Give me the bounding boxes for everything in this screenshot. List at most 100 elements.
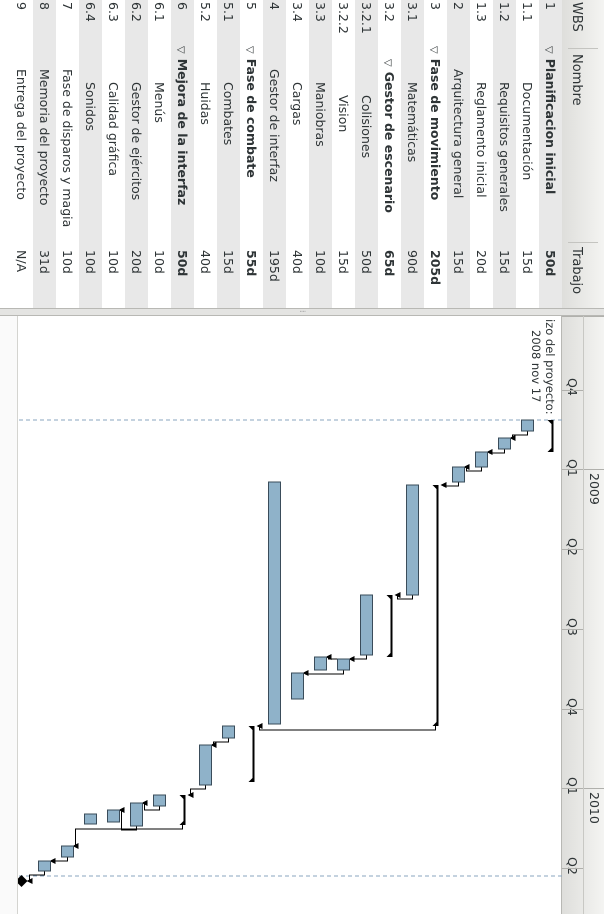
task-wbs: 8 [37,2,52,10]
task-row[interactable]: 3.2 ▽ Gestor de escenario 65d [378,0,401,308]
task-name: Matemáticas [405,82,420,163]
task-bar[interactable] [406,484,419,596]
task-name-cell[interactable]: Reglamento inicial [470,82,493,198]
task-bar[interactable] [153,794,166,807]
task-name-cell[interactable]: Cargas [286,82,309,125]
gantt-chart: 2009 2010 Q4 Q1 Q2 Q3 Q4 Q1 Q2 [0,316,604,914]
milestone-marker[interactable] [15,875,28,887]
task-name-cell[interactable]: Memoria del proyecto [33,69,56,206]
task-name-cell[interactable]: Vision [332,95,355,132]
task-row[interactable]: 5.1 Combates 15d [217,0,240,308]
task-name-cell[interactable]: ▽ Mejora de la interfaz [171,46,194,205]
task-row[interactable]: 1.2 Requisitos generales 15d [493,0,516,308]
task-name: Planificacion inicial [543,58,558,195]
column-divider[interactable] [568,242,598,243]
task-name-cell[interactable]: Menús [148,82,171,123]
task-row[interactable]: 9 Entrega del proyecto N/A [10,0,33,308]
task-wbs: 1.3 [474,2,489,22]
task-row[interactable]: 2 Arquitectura general 15d [447,0,470,308]
task-name-cell[interactable]: ▽ Fase de combate [240,46,263,178]
pane-splitter[interactable]: ⁞ [0,308,604,316]
task-bar[interactable] [475,451,488,468]
summary-bar[interactable] [386,595,393,657]
task-wbs: 6.2 [129,2,144,22]
task-name-cell[interactable]: Documentación [516,82,539,180]
task-name-cell[interactable]: Calidad gráfica [102,82,125,176]
task-name-cell[interactable]: Arquitectura general [447,69,470,198]
task-name-cell[interactable]: Gestor de interfaz [263,69,286,182]
task-row[interactable]: 5.2 Huidas 40d [194,0,217,308]
task-name-cell[interactable]: Fase de disparos y magia [56,69,79,227]
task-row[interactable]: 3.2.1 Colisiones 50d [355,0,378,308]
column-divider[interactable] [568,48,598,49]
task-row[interactable]: 6 ▽ Mejora de la interfaz 50d [171,0,194,308]
task-wbs: 7 [60,2,75,10]
task-bar[interactable] [130,802,143,827]
task-row[interactable]: 6.1 Menús 10d [148,0,171,308]
task-name-cell[interactable]: Huidas [194,82,217,125]
column-header-wbs[interactable]: WBS [569,2,584,32]
summary-bar[interactable] [432,485,439,726]
task-bar[interactable] [452,466,465,483]
summary-bar[interactable] [179,795,186,825]
horizontal-scrollbar[interactable] [0,316,18,914]
task-bar[interactable] [107,809,120,823]
task-bar[interactable] [268,481,281,725]
task-name-cell[interactable]: Matemáticas [401,82,424,162]
task-bar[interactable] [38,860,51,872]
summary-bar[interactable] [547,420,554,452]
task-name-cell[interactable]: Requisitos generales [493,82,516,212]
task-row[interactable]: 4 Gestor de interfaz 195d [263,0,286,308]
task-work: 50d [175,250,190,277]
task-bar[interactable] [360,594,373,656]
task-name-cell[interactable]: Colisiones [355,95,378,158]
task-row[interactable]: 5 ▽ Fase de combate 55d [240,0,263,308]
task-row[interactable]: 6.3 Calidad gráfica 10d [102,0,125,308]
task-row[interactable]: 3.2.2 Vision 15d [332,0,355,308]
task-bar[interactable] [521,419,534,432]
task-row[interactable]: 3.1 Matemáticas 90d [401,0,424,308]
expander-icon[interactable]: ▽ [382,59,393,67]
task-work: 20d [474,250,489,274]
task-row[interactable]: 3 ▽ Fase de movimiento 205d [424,0,447,308]
task-bar[interactable] [61,845,74,858]
task-row[interactable]: 6.2 Gestor de ejércitos 20d [125,0,148,308]
dependency-arrow [394,592,413,600]
dependency-arrow [187,785,206,798]
summary-bar[interactable] [248,726,255,782]
task-name-cell[interactable]: Maniobras [309,82,332,147]
task-row[interactable]: 8 Memoria del proyecto 31d [33,0,56,308]
task-name-cell[interactable]: Gestor de ejércitos [125,82,148,200]
task-name-cell[interactable]: Sonidos [79,82,102,131]
task-bar[interactable] [84,813,97,825]
task-bar[interactable] [337,658,350,671]
task-bar[interactable] [222,725,235,739]
task-bar[interactable] [314,656,327,671]
column-header-name[interactable]: Nombre [569,54,584,106]
expander-icon[interactable]: ▽ [428,46,439,54]
task-bar[interactable] [498,437,511,450]
task-work: 50d [543,250,558,277]
task-name-cell[interactable]: ▽ Gestor de escenario [378,59,401,213]
expander-icon[interactable]: ▽ [175,46,186,54]
task-row[interactable]: 6.4 Sonidos 10d [79,0,102,308]
expander-icon[interactable]: ▽ [244,46,255,54]
task-row[interactable]: 7 Fase de disparos y magia 10d [56,0,79,308]
task-wbs: 3 [428,2,443,10]
task-work: 50d [359,250,374,274]
task-name-cell[interactable]: ▽ Fase de movimiento [424,46,447,200]
expander-icon[interactable]: ▽ [543,46,554,54]
task-bar[interactable] [199,744,212,786]
task-work: 40d [290,250,305,274]
task-name-cell[interactable]: Combates [217,82,240,145]
task-row[interactable]: 3.4 Cargas 40d [286,0,309,308]
task-row[interactable]: 1.3 Reglamento inicial 20d [470,0,493,308]
column-header-work[interactable]: Trabajo [569,247,584,295]
splitter-grip-icon[interactable]: ⁞ [298,310,307,313]
task-row[interactable]: 1 ▽ Planificacion inicial 50d [539,0,562,308]
task-name-cell[interactable]: ▽ Planificacion inicial [539,46,562,194]
task-bar[interactable] [291,672,304,700]
task-row[interactable]: 1.1 Documentación 15d [516,0,539,308]
task-row[interactable]: 3.3 Maniobras 10d [309,0,332,308]
task-name-cell[interactable]: Entrega del proyecto [10,69,33,200]
